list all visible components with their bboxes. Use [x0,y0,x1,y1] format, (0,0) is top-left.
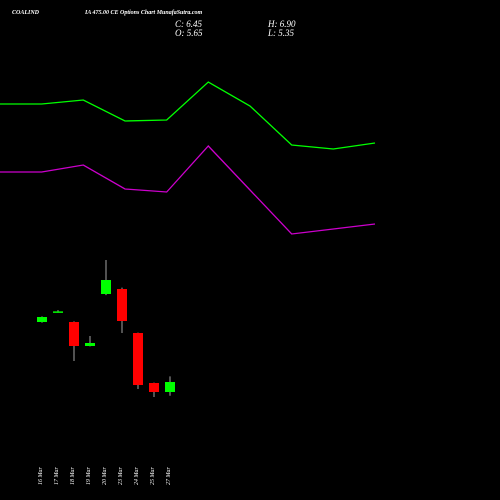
candle-body [53,311,63,313]
candle-body [101,280,111,294]
annotation: H: 6.90 [267,19,296,29]
annotation: L: 5.35 [267,28,295,38]
x-tick-label: 19 Mar [86,467,92,485]
line-series [0,145,376,235]
annotation: O: 5.65 [175,28,203,38]
x-tick-label: 27 Mar [166,467,172,485]
x-tick-label: 24 Mar [133,467,140,485]
annotation: C: 6.45 [175,19,203,29]
x-tick-label: 20 Mar [102,467,108,485]
candle-body [165,382,175,392]
chart-subtitle: IA 475.00 CE Options Chart MunafaSutra.c… [84,10,203,16]
candle-body [69,322,79,346]
chart-title: COALIND [12,10,40,16]
candle-body [149,383,159,392]
candle-body [117,289,127,321]
x-tick-label: 18 Mar [70,467,76,485]
candle-body [133,333,143,385]
line-series [0,81,376,150]
x-tick-label: 25 Mar [150,467,156,485]
candle-body [37,317,47,322]
x-tick-label: 17 Mar [54,467,60,485]
x-tick-label: 23 Mar [118,467,124,485]
x-tick-label: 16 Mar [38,467,44,485]
candle-body [85,343,95,346]
